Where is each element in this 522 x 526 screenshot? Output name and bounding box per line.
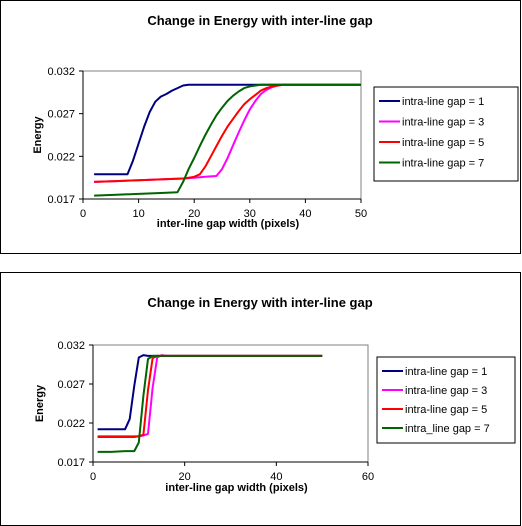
x-tick-label: 20 xyxy=(188,208,200,220)
legend-label: intra-line gap = 5 xyxy=(405,404,487,416)
x-tick-label: 40 xyxy=(299,208,311,220)
y-tick-label: 0.017 xyxy=(47,194,75,206)
chart-bottom: Change in Energy with inter-line gap 0.01… xyxy=(34,295,516,494)
legend-box xyxy=(373,86,519,182)
x-tick-label: 0 xyxy=(90,471,96,483)
y-tick-label: 0.022 xyxy=(57,418,85,430)
x-axis-title: inter-line gap width (pixels) xyxy=(165,482,308,494)
chart-title: Change in Energy with inter-line gap xyxy=(147,13,372,28)
y-axis-title: Energy xyxy=(32,115,44,153)
x-tick-label: 50 xyxy=(355,208,367,220)
y-tick-label: 0.027 xyxy=(47,109,75,121)
y-tick-label: 0.032 xyxy=(47,66,75,78)
x-tick-label: 30 xyxy=(244,208,256,220)
y-tick-label: 0.027 xyxy=(57,379,85,391)
legend-label: intra_line gap = 7 xyxy=(405,423,490,435)
legend-label: intra-line gap = 1 xyxy=(405,366,487,378)
x-tick-label: 20 xyxy=(179,471,191,483)
chart-panel-bottom: Change in Energy with inter-line gap 0.01… xyxy=(0,272,521,526)
x-tick-label: 10 xyxy=(132,208,144,220)
legend-label: intra-line gap = 1 xyxy=(402,96,484,108)
legend-label: intra-line gap = 5 xyxy=(402,137,484,149)
legend-label: intra-line gap = 3 xyxy=(402,117,484,129)
series-line-4 xyxy=(97,354,323,453)
x-axis-title: inter-line gap width (pixels) xyxy=(157,218,300,230)
chart-title: Change in Energy with inter-line gap xyxy=(147,295,372,310)
legend-label: intra-line gap = 3 xyxy=(405,385,487,397)
x-tick-label: 60 xyxy=(362,471,374,483)
x-tick-label: 40 xyxy=(270,471,282,483)
chart-panel-top: Change in Energy with inter-line gap 0.01… xyxy=(0,0,521,254)
x-tick-label: 0 xyxy=(80,208,86,220)
legend-label: intra-line gap = 7 xyxy=(402,158,484,170)
y-tick-label: 0.032 xyxy=(57,340,85,352)
series-line-4 xyxy=(94,83,361,197)
plot-area xyxy=(92,344,369,463)
y-tick-label: 0.022 xyxy=(47,151,75,163)
chart-top: Change in Energy with inter-line gap 0.01… xyxy=(32,13,519,230)
y-tick-label: 0.017 xyxy=(57,457,85,469)
y-axis-title: Energy xyxy=(34,384,46,422)
